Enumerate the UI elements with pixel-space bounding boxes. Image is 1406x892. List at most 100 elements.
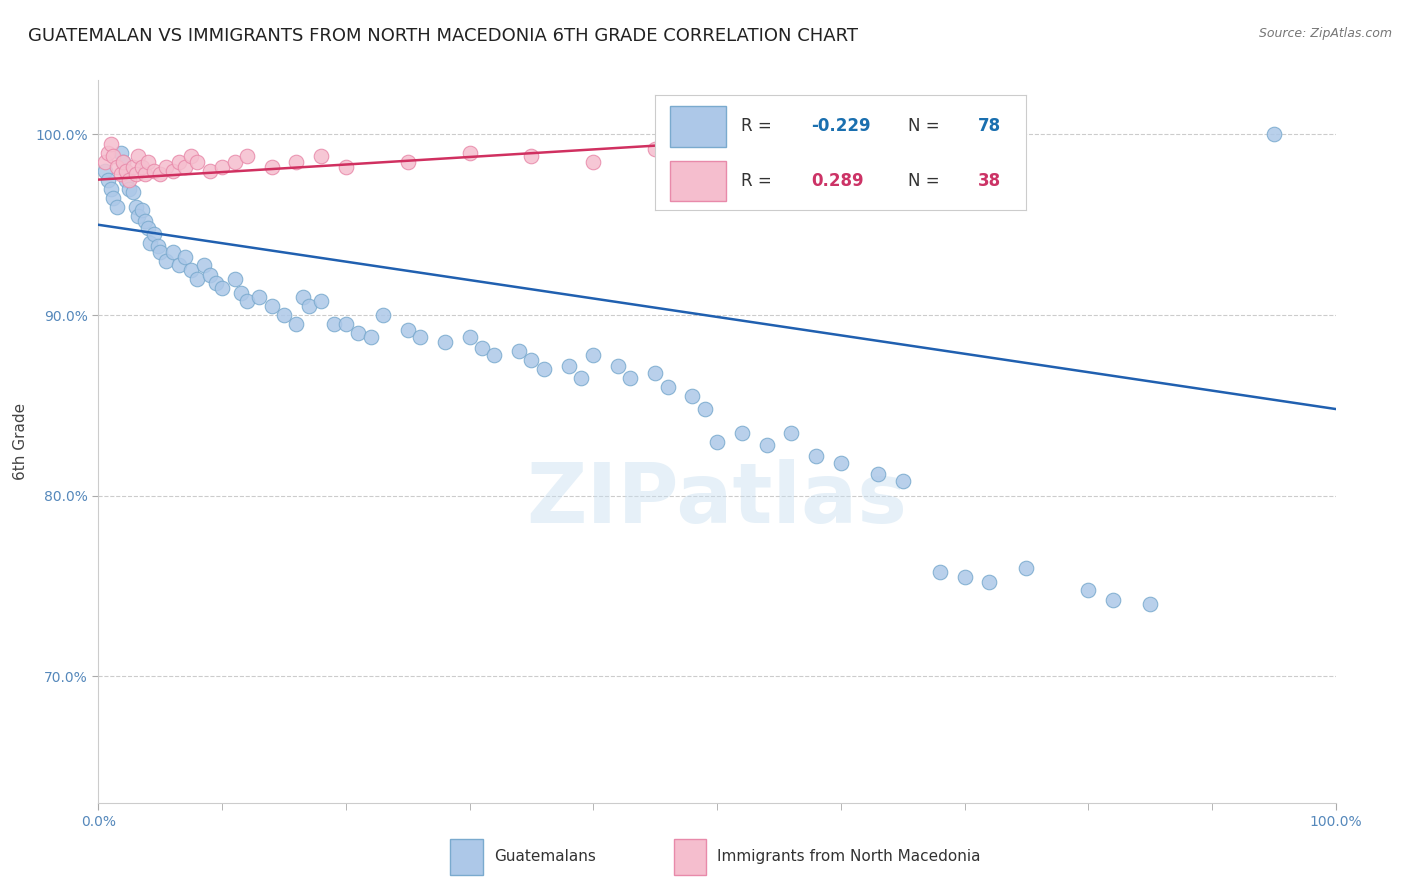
Point <box>979 575 1001 590</box>
Point <box>644 142 666 156</box>
Point <box>508 344 530 359</box>
Point <box>309 149 332 163</box>
Point <box>134 214 156 228</box>
Point <box>768 145 790 160</box>
Point <box>127 209 149 223</box>
Point <box>607 359 630 373</box>
Point <box>273 308 295 322</box>
Point <box>193 258 215 272</box>
Point <box>657 380 679 394</box>
Point <box>118 172 141 186</box>
Point <box>122 160 145 174</box>
Point <box>780 425 803 440</box>
Point <box>149 244 172 259</box>
Point <box>205 276 228 290</box>
Point <box>149 167 172 181</box>
Point <box>236 149 259 163</box>
Point <box>396 322 419 336</box>
Point <box>1015 561 1038 575</box>
Point <box>755 438 778 452</box>
Text: GUATEMALAN VS IMMIGRANTS FROM NORTH MACEDONIA 6TH GRADE CORRELATION CHART: GUATEMALAN VS IMMIGRANTS FROM NORTH MACE… <box>28 27 858 45</box>
Point <box>143 227 166 241</box>
Point <box>114 163 136 178</box>
Point <box>124 200 146 214</box>
Point <box>285 317 308 331</box>
Point <box>557 359 579 373</box>
Point <box>114 172 136 186</box>
Point <box>186 154 208 169</box>
Point <box>260 299 283 313</box>
Point <box>291 290 314 304</box>
Point <box>298 299 321 313</box>
Point <box>866 467 889 481</box>
Point <box>131 203 153 218</box>
Point <box>167 258 190 272</box>
Point <box>124 167 146 181</box>
Point <box>371 308 394 322</box>
Point <box>260 160 283 174</box>
Point <box>167 154 190 169</box>
Point <box>1102 593 1125 607</box>
Point <box>409 330 432 344</box>
Point <box>433 335 456 350</box>
Point <box>155 253 177 268</box>
Point <box>335 317 357 331</box>
Point <box>131 160 153 174</box>
Point <box>1263 128 1285 142</box>
Point <box>347 326 370 340</box>
Text: ZIPatlas: ZIPatlas <box>527 458 907 540</box>
Point <box>93 154 115 169</box>
Point <box>706 434 728 449</box>
Point <box>520 353 543 368</box>
Point <box>139 235 162 250</box>
Point <box>891 475 914 489</box>
Point <box>136 154 159 169</box>
Point <box>335 160 357 174</box>
Point <box>198 268 221 283</box>
Point <box>110 145 132 160</box>
Point <box>693 402 716 417</box>
Point <box>706 149 728 163</box>
Point <box>520 149 543 163</box>
Point <box>211 160 233 174</box>
Point <box>360 330 382 344</box>
Point <box>134 167 156 181</box>
Point <box>112 154 135 169</box>
Point <box>105 160 128 174</box>
Point <box>100 136 122 151</box>
Point <box>619 371 641 385</box>
Point <box>136 221 159 235</box>
Point <box>143 163 166 178</box>
Point <box>112 154 135 169</box>
Point <box>97 172 120 186</box>
Point <box>155 160 177 174</box>
Point <box>458 145 481 160</box>
Point <box>118 181 141 195</box>
Point <box>103 191 125 205</box>
Point <box>229 286 252 301</box>
Point <box>186 272 208 286</box>
Point <box>180 149 202 163</box>
Point <box>97 145 120 160</box>
Point <box>180 263 202 277</box>
Point <box>731 425 754 440</box>
Point <box>582 348 605 362</box>
Point <box>198 163 221 178</box>
Point <box>110 167 132 181</box>
Point <box>236 293 259 308</box>
Point <box>681 389 703 403</box>
Point <box>93 163 115 178</box>
Point <box>1077 582 1099 597</box>
Point <box>804 449 827 463</box>
Point <box>644 366 666 380</box>
Point <box>928 565 950 579</box>
Point <box>127 149 149 163</box>
Point <box>174 160 197 174</box>
Point <box>569 371 592 385</box>
Point <box>533 362 555 376</box>
Point <box>146 239 169 253</box>
Y-axis label: 6th Grade: 6th Grade <box>14 403 28 480</box>
Point <box>582 154 605 169</box>
Point <box>224 154 246 169</box>
Point <box>247 290 270 304</box>
